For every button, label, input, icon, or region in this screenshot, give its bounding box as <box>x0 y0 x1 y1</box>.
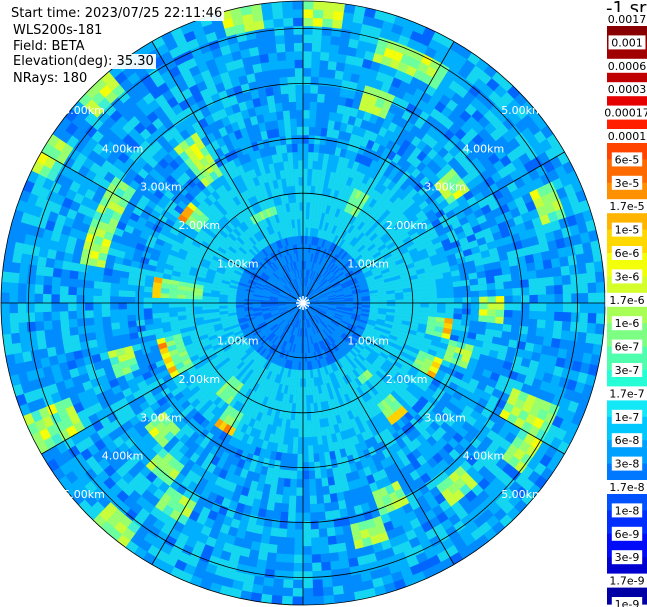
ring-label-ne-2: 2.00km <box>386 219 428 232</box>
ring-label-ne-1: 1.00km <box>347 258 389 271</box>
ring-label-nw-4: 4.00km <box>102 142 144 155</box>
ring-label-nw-3: 3.00km <box>140 181 182 194</box>
ring-label-se-1: 1.00km <box>347 334 389 347</box>
range-grid <box>0 0 606 606</box>
radar-center-marker <box>296 296 310 310</box>
radial-line-120 <box>302 302 565 455</box>
radial-line-30 <box>302 41 455 304</box>
ring-label-se-5: 5.00km <box>501 488 543 501</box>
ring-label-nw-5: 5.00km <box>63 104 105 117</box>
radial-line-150 <box>302 302 455 565</box>
ring-label-sw-2: 2.00km <box>179 373 221 386</box>
radial-line-240 <box>41 302 304 455</box>
range-ring-labels: 1.00km 1.00km 1.00km 1.00km 2.00km 2.00km 2.00… <box>63 104 543 501</box>
ring-label-se-3: 3.00km <box>424 411 466 424</box>
instrument-label: WLS200s-181 <box>11 23 105 38</box>
field-label: Field: BETA <box>11 39 87 54</box>
ring-label-sw-3: 3.00km <box>140 411 182 424</box>
radial-line-60 <box>302 151 565 304</box>
ring-label-nw-2: 2.00km <box>179 219 221 232</box>
elevation-label: Elevation(deg): 35.30 <box>11 54 156 69</box>
ring-label-se-4: 4.00km <box>463 450 505 463</box>
nrays-label: NRays: 180 <box>11 71 90 86</box>
radial-line-210 <box>151 302 304 565</box>
ring-label-se-2: 2.00km <box>386 373 428 386</box>
ring-label-ne-4: 4.00km <box>463 142 505 155</box>
backscatter-field <box>1 1 605 605</box>
ring-label-sw-4: 4.00km <box>102 450 144 463</box>
ring-label-sw-5: 5.00km <box>63 488 105 501</box>
ring-label-nw-1: 1.00km <box>217 258 259 271</box>
radial-line-330 <box>151 41 304 304</box>
colorbar-unit-label: -1 sr <box>606 0 647 19</box>
ring-label-ne-3: 3.00km <box>424 181 466 194</box>
start-time-label: Start time: 2023/07/25 22:11:46 <box>9 6 225 21</box>
radial-line-300 <box>41 151 304 304</box>
ring-label-ne-5: 5.00km <box>501 104 543 117</box>
ring-label-sw-1: 1.00km <box>217 334 259 347</box>
